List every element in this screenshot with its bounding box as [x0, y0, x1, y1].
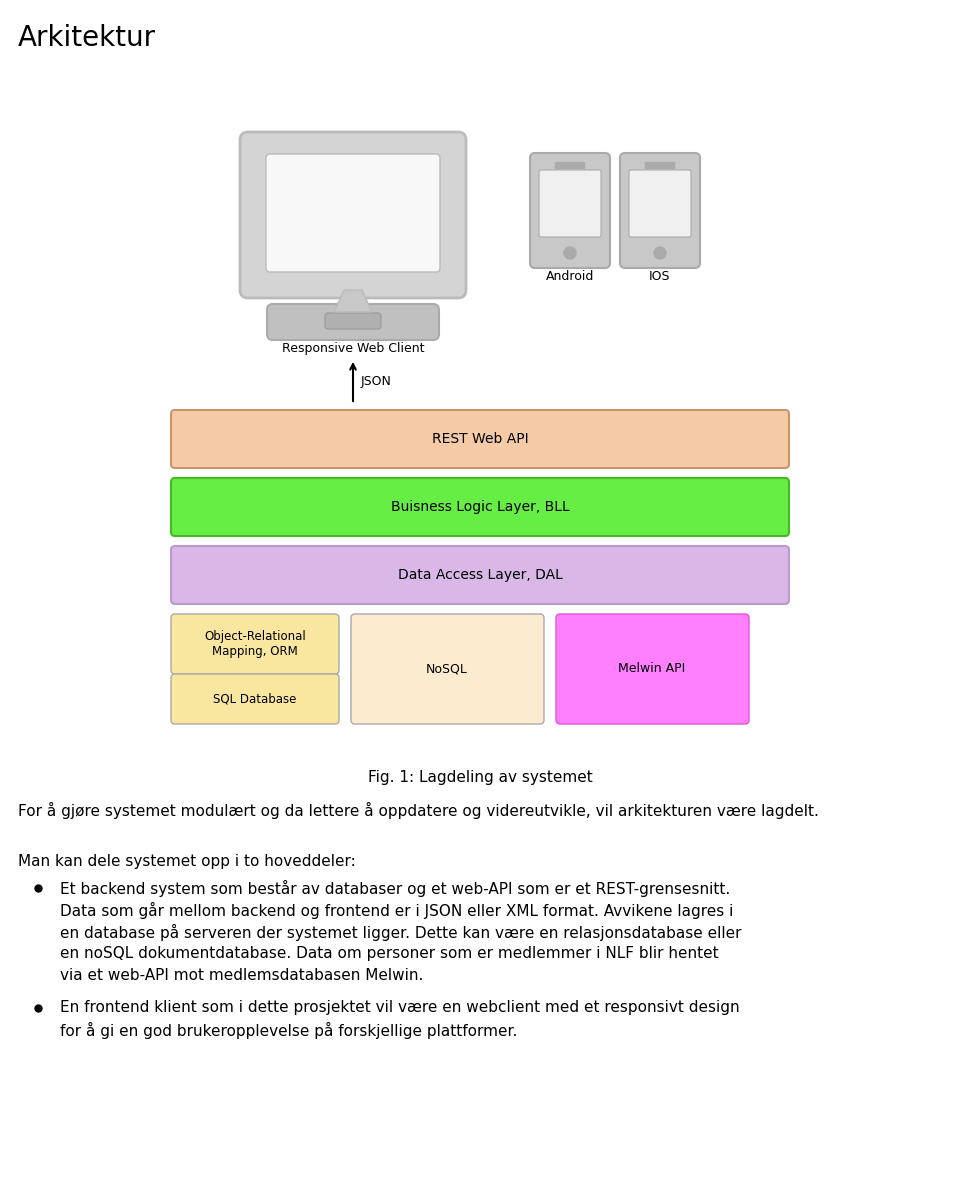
FancyBboxPatch shape [645, 162, 675, 169]
Text: Responsive Web Client: Responsive Web Client [281, 342, 424, 355]
Text: Buisness Logic Layer, BLL: Buisness Logic Layer, BLL [391, 500, 569, 514]
Text: en database på serveren der systemet ligger. Dette kan være en relasjonsdatabase: en database på serveren der systemet lig… [60, 924, 741, 941]
FancyBboxPatch shape [539, 170, 601, 237]
Text: NoSQL: NoSQL [426, 663, 468, 675]
FancyBboxPatch shape [171, 614, 339, 674]
Text: via et web-API mot medlemsdatabasen Melwin.: via et web-API mot medlemsdatabasen Melw… [60, 968, 423, 983]
Text: Data Access Layer, DAL: Data Access Layer, DAL [397, 568, 563, 582]
FancyBboxPatch shape [171, 546, 789, 604]
Text: Man kan dele systemet opp i to hoveddeler:: Man kan dele systemet opp i to hoveddele… [18, 854, 356, 869]
FancyBboxPatch shape [325, 313, 381, 329]
Text: Et backend system som består av databaser og et web-API som er et REST-grensesni: Et backend system som består av database… [60, 880, 731, 897]
FancyBboxPatch shape [620, 153, 700, 269]
FancyBboxPatch shape [171, 478, 789, 536]
Text: En frontend klient som i dette prosjektet vil være en webclient med et responsiv: En frontend klient som i dette prosjekte… [60, 1000, 739, 1016]
Text: For å gjøre systemet modulært og da lettere å oppdatere og videreutvikle, vil ar: For å gjøre systemet modulært og da lett… [18, 802, 819, 819]
Text: Android: Android [546, 270, 594, 283]
Circle shape [564, 247, 576, 259]
FancyBboxPatch shape [530, 153, 610, 269]
Text: Melwin API: Melwin API [618, 663, 685, 675]
Text: Data som går mellom backend og frontend er i JSON eller XML format. Avvikene lag: Data som går mellom backend og frontend … [60, 902, 733, 918]
Text: Arkitektur: Arkitektur [18, 24, 156, 52]
FancyBboxPatch shape [629, 170, 691, 237]
FancyBboxPatch shape [267, 305, 439, 341]
FancyBboxPatch shape [351, 614, 544, 724]
Polygon shape [334, 290, 372, 312]
Text: Fig. 1: Lagdeling av systemet: Fig. 1: Lagdeling av systemet [368, 770, 592, 785]
Text: IOS: IOS [649, 270, 671, 283]
Text: en noSQL dokumentdatabase. Data om personer som er medlemmer i NLF blir hentet: en noSQL dokumentdatabase. Data om perso… [60, 946, 719, 962]
Text: REST Web API: REST Web API [432, 432, 528, 446]
FancyBboxPatch shape [171, 410, 789, 468]
FancyBboxPatch shape [266, 153, 440, 272]
FancyBboxPatch shape [556, 614, 749, 724]
FancyBboxPatch shape [240, 132, 466, 299]
Text: for å gi en god brukeropplevelse på forskjellige plattformer.: for å gi en god brukeropplevelse på fors… [60, 1022, 517, 1040]
FancyBboxPatch shape [555, 162, 585, 169]
Text: SQL Database: SQL Database [213, 693, 297, 705]
Text: Object-Relational
Mapping, ORM: Object-Relational Mapping, ORM [204, 629, 306, 658]
FancyBboxPatch shape [171, 674, 339, 724]
Text: JSON: JSON [361, 375, 392, 388]
Circle shape [654, 247, 666, 259]
